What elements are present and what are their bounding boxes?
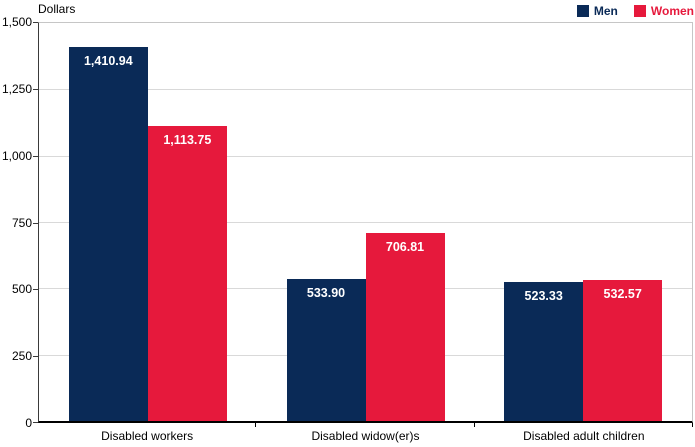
- plot-area: 1,410.94 1,113.75 533.90 706.81 523.33 532.57: [38, 22, 693, 423]
- bar-value-label: 1,113.75: [163, 132, 212, 147]
- y-tick-label-1250: 1,250: [1, 81, 32, 96]
- y-tick-mark: [33, 422, 38, 423]
- bar-women-1: 1,113.75: [147, 125, 227, 421]
- x-category-label-3: Disabled adult children: [523, 429, 645, 443]
- bar-group-3: 523.33 532.57: [474, 23, 692, 421]
- legend-label: Women: [650, 4, 694, 18]
- y-tick-mark: [33, 222, 38, 224]
- bar-men-1: 1,410.94: [68, 46, 148, 421]
- legend: Men Women: [576, 4, 694, 18]
- x-category-label-2: Disabled widow(er)s: [311, 429, 420, 443]
- y-tick-label-1000: 1,000: [1, 148, 32, 163]
- bar-women-3: 532.57: [583, 279, 663, 421]
- bar-group-1: 1,410.94 1,113.75: [39, 23, 257, 421]
- bar-women-2: 706.81: [365, 233, 445, 421]
- gridline-1000: [39, 155, 692, 157]
- y-tick-mark: [33, 22, 38, 23]
- x-tick-mark: [255, 423, 257, 427]
- legend-swatch-women: [633, 5, 646, 17]
- y-tick-mark: [33, 356, 38, 358]
- gridline-1250: [39, 89, 692, 91]
- bar-men-3: 523.33: [504, 282, 584, 421]
- legend-item-women: Women: [633, 4, 694, 18]
- bar-value-label: 533.90: [306, 286, 346, 301]
- y-tick-label-1500: 1,500: [1, 15, 32, 29]
- x-tick-mark: [473, 423, 475, 427]
- y-tick-mark: [33, 88, 38, 90]
- bar-value-label: 523.33: [524, 289, 563, 304]
- legend-label: Men: [593, 4, 618, 18]
- bar-groups: 1,410.94 1,113.75 533.90 706.81 523.33 532.57: [39, 23, 692, 421]
- bar-value-label: 706.81: [385, 240, 425, 255]
- x-category-label-1: Disabled workers: [101, 429, 194, 443]
- bar-group-2: 533.90 706.81: [257, 23, 475, 421]
- bar-value-label: 1,410.94: [83, 53, 133, 68]
- bar-value-label: 532.57: [603, 286, 642, 301]
- bar-men-2: 533.90: [286, 279, 366, 421]
- y-tick-label-250: 250: [11, 349, 32, 364]
- y-tick-label-0: 0: [25, 416, 32, 430]
- y-tick-label-750: 750: [11, 215, 32, 230]
- y-axis-unit-label: Dollars: [38, 2, 76, 16]
- gridline-750: [39, 222, 692, 223]
- y-tick-mark: [33, 155, 38, 157]
- legend-swatch-men: [576, 5, 589, 17]
- y-tick-label-500: 500: [11, 282, 32, 297]
- y-tick-mark: [33, 289, 38, 291]
- legend-item-men: Men: [576, 4, 618, 18]
- x-tick-mark: [692, 423, 693, 427]
